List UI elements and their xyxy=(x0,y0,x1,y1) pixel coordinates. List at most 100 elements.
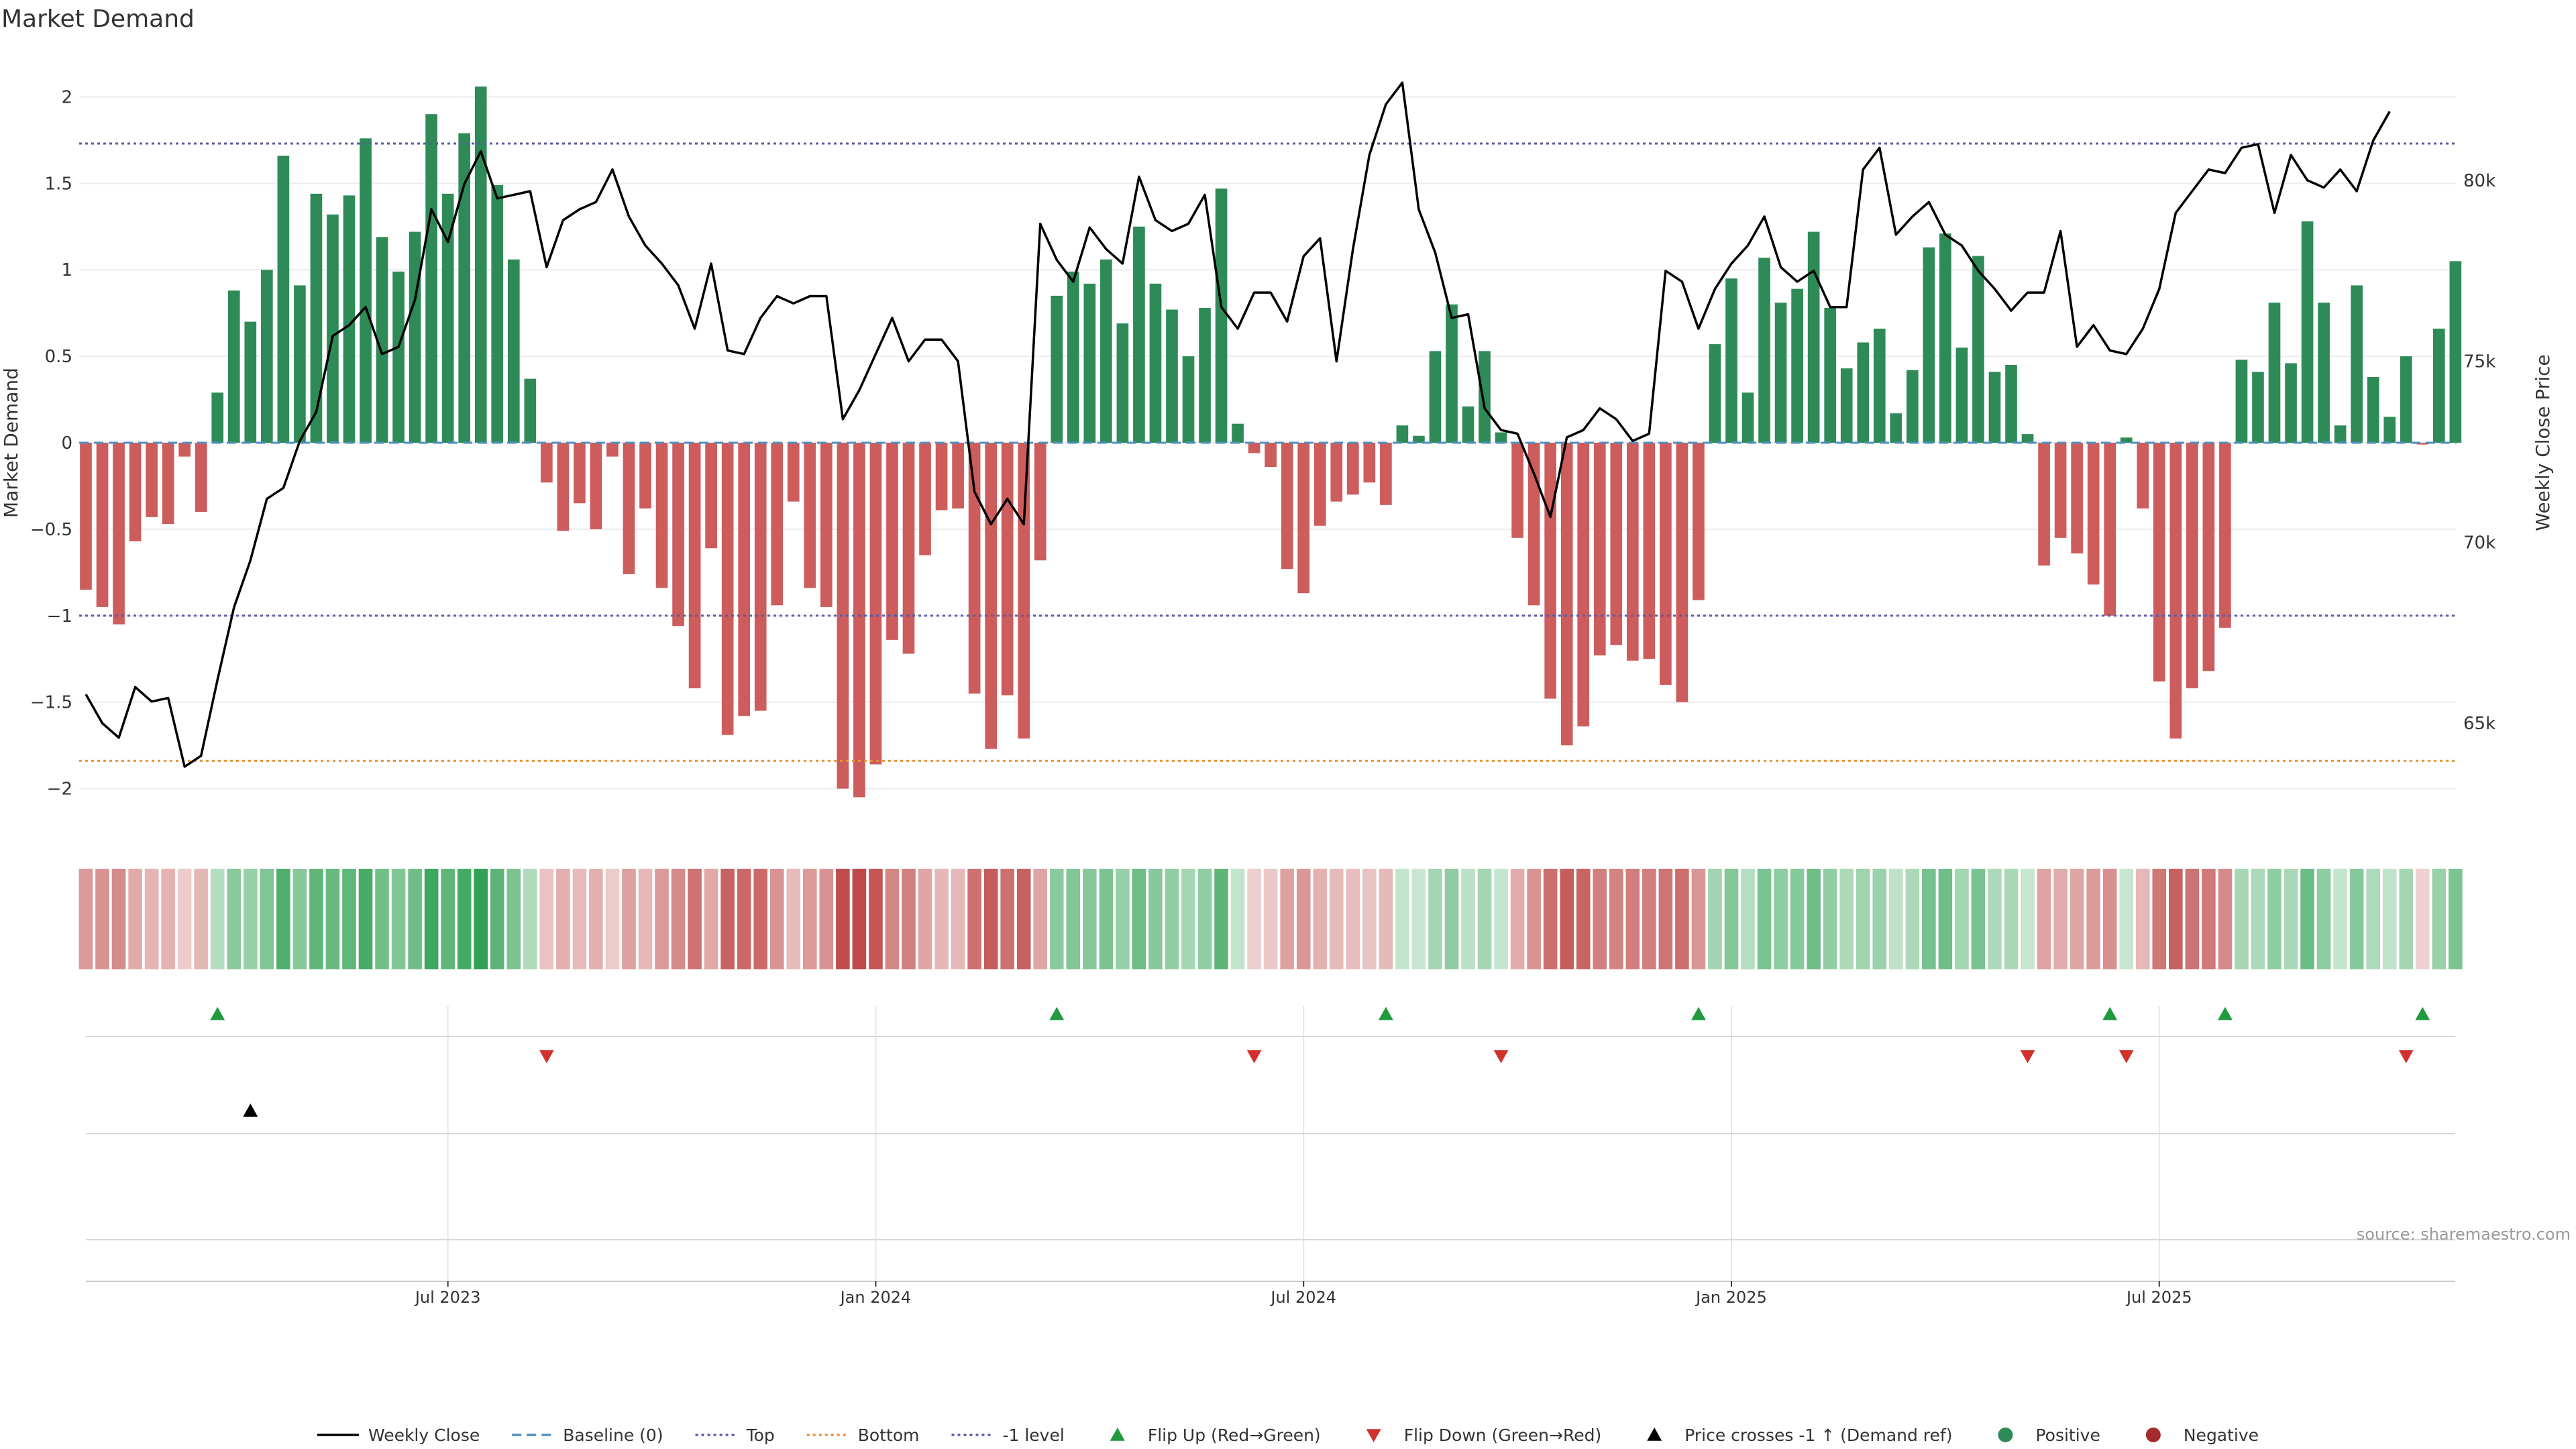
flip-up-marker xyxy=(1378,1007,1393,1020)
legend-swatch xyxy=(2145,1428,2161,1442)
heat-cell xyxy=(1971,869,1986,969)
heat-cell xyxy=(1988,869,2002,969)
heat-cell xyxy=(1856,869,1870,969)
y2-axis-label: Weekly Close Price xyxy=(2532,354,2554,531)
x-tick-label: Jan 2024 xyxy=(839,1288,912,1307)
heat-cell xyxy=(1362,869,1377,969)
heat-cell xyxy=(1938,869,1953,969)
heat-cell xyxy=(2267,869,2282,969)
heat-cell xyxy=(1280,869,1294,969)
heat-cell xyxy=(1888,869,1903,969)
y-tick-label: −0.5 xyxy=(30,520,72,540)
demand-bar xyxy=(1923,247,1935,443)
demand-bar xyxy=(1988,372,2001,443)
demand-bar xyxy=(902,443,915,654)
demand-bar xyxy=(146,443,158,517)
heat-cell xyxy=(819,869,834,969)
demand-bar xyxy=(2038,443,2050,566)
heat-cell xyxy=(967,869,981,969)
heat-cell xyxy=(1461,869,1475,969)
demand-bar xyxy=(2351,285,2363,443)
heat-cell xyxy=(539,869,554,969)
heat-cell xyxy=(2284,869,2298,969)
demand-bar xyxy=(1593,443,1606,656)
demand-bar xyxy=(1446,304,1458,443)
heat-cell xyxy=(1708,869,1722,969)
heat-cell xyxy=(2070,869,2084,969)
demand-bar xyxy=(1972,256,1984,443)
demand-bar xyxy=(1248,443,1260,453)
demand-bar xyxy=(2449,261,2462,443)
demand-bar xyxy=(1313,443,1326,526)
demand-bar xyxy=(2252,372,2264,443)
heat-cell xyxy=(1016,869,1031,969)
demand-bar xyxy=(919,443,931,555)
heat-cell xyxy=(144,869,159,969)
legend-label: Weekly Close xyxy=(368,1426,480,1445)
demand-bar xyxy=(1330,443,1343,502)
heat-cell xyxy=(2169,869,2183,969)
demand-bar xyxy=(952,443,964,508)
x-tick-label: Jul 2025 xyxy=(2125,1288,2192,1307)
y-tick-label: 2 xyxy=(61,87,72,107)
heat-cell xyxy=(276,869,290,969)
heat-cell xyxy=(1675,869,1689,969)
reference-lines xyxy=(79,142,2457,762)
demand-bar xyxy=(1774,303,1787,443)
y2-axis-ticks: 80k 75k 70k 65k xyxy=(2463,171,2496,734)
heat-cell xyxy=(753,869,768,969)
heat-cell xyxy=(309,869,323,969)
heat-cell xyxy=(1724,869,1739,969)
demand-bar xyxy=(376,237,388,443)
demand-bar xyxy=(820,443,833,607)
heat-cell xyxy=(572,869,587,969)
demand-bar xyxy=(985,443,997,749)
legend-item: Baseline (0) xyxy=(512,1426,663,1445)
heat-cell xyxy=(490,869,504,969)
demand-bar xyxy=(886,443,898,640)
demand-bar xyxy=(2318,303,2330,443)
heat-cell xyxy=(210,869,225,969)
heat-cell xyxy=(2102,869,2117,969)
demand-bar xyxy=(557,443,570,531)
demand-bar xyxy=(1643,443,1656,659)
flip-down-marker xyxy=(539,1050,554,1063)
y-tick-label: 0.5 xyxy=(45,347,72,367)
demand-bar xyxy=(80,443,92,590)
legend-item: Negative xyxy=(2145,1426,2259,1445)
heat-cell xyxy=(2251,869,2265,969)
heat-cell xyxy=(2119,869,2134,969)
heat-cell xyxy=(1823,869,1837,969)
legend-item: Flip Up (Red→Green) xyxy=(1110,1426,1321,1445)
heat-cell xyxy=(2333,869,2347,969)
demand-bar xyxy=(738,443,751,716)
chart-title: Market Demand xyxy=(1,5,195,33)
x-tick-label: Jul 2023 xyxy=(414,1288,481,1307)
y-tick-label: 0 xyxy=(61,433,72,453)
demand-bar xyxy=(1265,443,1277,468)
flip-down-marker xyxy=(2398,1050,2414,1063)
heat-cell xyxy=(2415,869,2430,969)
demand-bar xyxy=(2169,443,2182,739)
demand-bar xyxy=(1034,443,1046,561)
heat-cell xyxy=(951,869,965,969)
demand-bar xyxy=(655,443,668,588)
heat-cell xyxy=(1083,869,1097,969)
demand-bar xyxy=(590,443,602,529)
y2-tick-label: 70k xyxy=(2463,533,2496,553)
legend-item: Bottom xyxy=(806,1426,919,1445)
heat-cell xyxy=(1477,869,1492,969)
heat-cell xyxy=(1329,869,1344,969)
demand-bar xyxy=(606,443,619,457)
heat-cell xyxy=(2202,869,2216,969)
heat-cell xyxy=(2037,869,2051,969)
demand-bar xyxy=(2054,443,2067,538)
demand-bar xyxy=(1281,443,1293,570)
heat-cell xyxy=(1000,869,1014,969)
demand-bar xyxy=(343,195,356,443)
heat-cell xyxy=(506,869,521,969)
legend-item: Positive xyxy=(1998,1426,2100,1445)
heat-cell xyxy=(1132,869,1146,969)
heat-cell xyxy=(1955,869,1969,969)
